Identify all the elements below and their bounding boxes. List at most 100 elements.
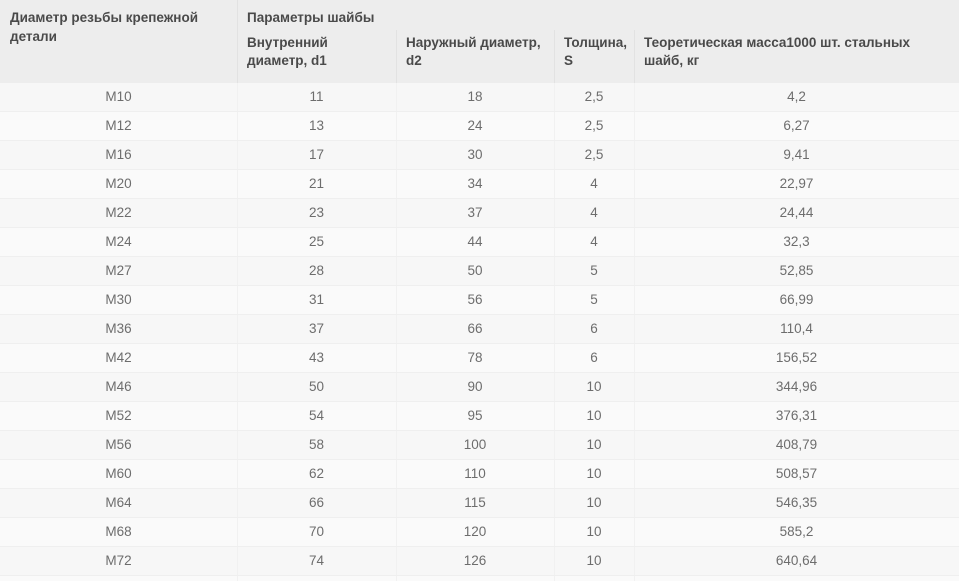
cell-thickness: 4: [554, 227, 634, 257]
cell-outer-diameter: 90: [396, 372, 554, 402]
table-row: M46 50 90 10 344,96: [0, 372, 959, 402]
cell-outer-diameter: 115: [396, 488, 554, 518]
table-row: M56 58 100 10 408,79: [0, 430, 959, 460]
cell-thread-diameter: M10: [0, 82, 237, 112]
cell-theoretical-mass: 508,57: [634, 459, 959, 489]
cell-inner-diameter: 31: [237, 285, 396, 315]
cell-thread-diameter: M27: [0, 256, 237, 286]
cell-theoretical-mass: 6,27: [634, 111, 959, 141]
cell-inner-diameter: 17: [237, 140, 396, 170]
table-body: M10 11 18 2,5 4,2 M12 13 24 2,5 6,27 M16 17 30 2,5 9,4…: [0, 82, 959, 581]
cell-theoretical-mass: 66,99: [634, 285, 959, 315]
cell-theoretical-mass: 22,97: [634, 169, 959, 199]
cell-thread-diameter: M12: [0, 111, 237, 141]
table-row: M42 43 78 6 156,52: [0, 343, 959, 373]
cell-thickness: 4: [554, 169, 634, 199]
cell-outer-diameter: 66: [396, 314, 554, 344]
cell-outer-diameter: 44: [396, 227, 554, 257]
cell-theoretical-mass: 156,52: [634, 343, 959, 373]
cell-outer-diameter: 30: [396, 140, 554, 170]
cell-outer-diameter: 110: [396, 459, 554, 489]
cell-thread-diameter: M22: [0, 198, 237, 228]
cell-thickness: 2,5: [554, 82, 634, 112]
table-row: M36 37 66 6 110,4: [0, 314, 959, 344]
cell-theoretical-mass: 408,79: [634, 430, 959, 460]
table-header: Диаметр резьбы крепежной детали Параметр…: [0, 0, 959, 83]
cell-theoretical-mass: 376,31: [634, 401, 959, 431]
cell-inner-diameter: 23: [237, 198, 396, 228]
table-row: M68 70 120 10 585,2: [0, 517, 959, 547]
header-thickness: Толщина, S: [554, 29, 634, 83]
cell-thread-diameter: M52: [0, 401, 237, 431]
cell-thickness: 10: [554, 488, 634, 518]
table-row: M52 54 95 10 376,31: [0, 401, 959, 431]
header-inner-diameter: Внутренний диаметр, d1: [237, 29, 396, 83]
cell-thickness: 10: [554, 401, 634, 431]
cell-outer-diameter: 34: [396, 169, 554, 199]
cell-thickness: 10: [554, 430, 634, 460]
cell-inner-diameter: 28: [237, 256, 396, 286]
cell-thickness: 6: [554, 314, 634, 344]
cell-thickness: 2,5: [554, 111, 634, 141]
cell-inner-diameter: 37: [237, 314, 396, 344]
table-row: M72 74 126 10 640,64: [0, 546, 959, 576]
cell-inner-diameter: 11: [237, 82, 396, 112]
cell-theoretical-mass: 585,2: [634, 517, 959, 547]
cell-inner-diameter: 54: [237, 401, 396, 431]
cell-inner-diameter: 13: [237, 111, 396, 141]
table-row: M767813212838,25: [0, 575, 959, 581]
cell-thread-diameter: M46: [0, 372, 237, 402]
header-thread-diameter: Диаметр резьбы крепежной детали: [0, 0, 237, 83]
cell-outer-diameter: 100: [396, 430, 554, 460]
table-row: M22 23 37 4 24,44: [0, 198, 959, 228]
cell-theoretical-mass: 4,2: [634, 82, 959, 112]
cell-theoretical-mass: 110,4: [634, 314, 959, 344]
cell-thickness: 10: [554, 459, 634, 489]
cell-outer-diameter: 37: [396, 198, 554, 228]
cell-outer-diameter: 18: [396, 82, 554, 112]
cell-thread-diameter: M76: [0, 575, 237, 581]
cell-inner-diameter: 70: [237, 517, 396, 547]
table-row: M20 21 34 4 22,97: [0, 169, 959, 199]
header-theoretical-mass: Теоретическая масса1000 шт. стальных шай…: [634, 29, 959, 83]
cell-thickness: 6: [554, 343, 634, 373]
cell-thickness: 12: [554, 575, 634, 581]
cell-thread-diameter: M60: [0, 459, 237, 489]
cell-outer-diameter: 132: [396, 575, 554, 581]
cell-thickness: 4: [554, 198, 634, 228]
table-row: M10 11 18 2,5 4,2: [0, 82, 959, 112]
cell-thread-diameter: M20: [0, 169, 237, 199]
table-row: M24 25 44 4 32,3: [0, 227, 959, 257]
header-sub-row: Внутренний диаметр, d1 Наружный диаметр,…: [0, 29, 959, 83]
cell-theoretical-mass: 546,35: [634, 488, 959, 518]
cell-inner-diameter: 78: [237, 575, 396, 581]
cell-thread-diameter: M16: [0, 140, 237, 170]
cell-outer-diameter: 24: [396, 111, 554, 141]
cell-theoretical-mass: 344,96: [634, 372, 959, 402]
cell-thread-diameter: M72: [0, 546, 237, 576]
table-row: M30 31 56 5 66,99: [0, 285, 959, 315]
cell-thread-diameter: M36: [0, 314, 237, 344]
table-row: M27 28 50 5 52,85: [0, 256, 959, 286]
cell-outer-diameter: 78: [396, 343, 554, 373]
cell-theoretical-mass: 32,3: [634, 227, 959, 257]
cell-thread-diameter: M68: [0, 517, 237, 547]
cell-theoretical-mass: 52,85: [634, 256, 959, 286]
table-row: M16 17 30 2,5 9,41: [0, 140, 959, 170]
cell-thread-diameter: M56: [0, 430, 237, 460]
cell-thickness: 5: [554, 256, 634, 286]
cell-thread-diameter: M42: [0, 343, 237, 373]
cell-thread-diameter: M64: [0, 488, 237, 518]
cell-inner-diameter: 58: [237, 430, 396, 460]
cell-outer-diameter: 120: [396, 517, 554, 547]
cell-thickness: 10: [554, 517, 634, 547]
table-row: M60 62 110 10 508,57: [0, 459, 959, 489]
header-group-washer-parameters: Параметры шайбы: [237, 0, 959, 30]
cell-theoretical-mass: 24,44: [634, 198, 959, 228]
cell-thickness: 2,5: [554, 140, 634, 170]
cell-inner-diameter: 50: [237, 372, 396, 402]
cell-outer-diameter: 50: [396, 256, 554, 286]
cell-thread-diameter: M30: [0, 285, 237, 315]
